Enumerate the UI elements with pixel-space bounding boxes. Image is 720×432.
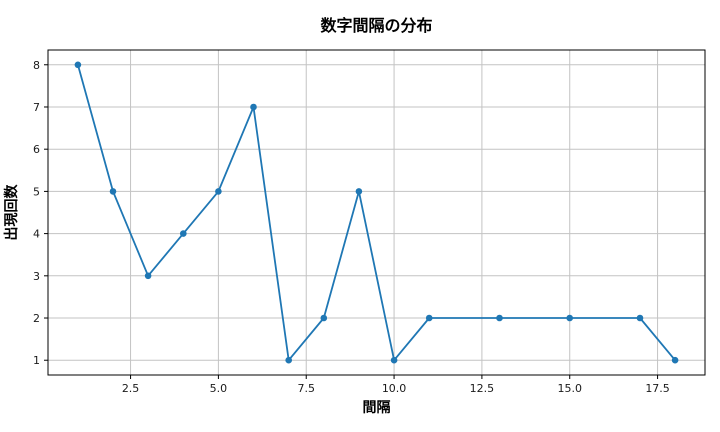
data-point: [390, 356, 398, 364]
y-tick-label: 3: [33, 270, 40, 283]
data-point: [215, 188, 222, 195]
data-point: [566, 314, 573, 322]
data-point: [496, 314, 503, 322]
grid-layer: [48, 50, 705, 375]
x-tick-label: 15.0: [557, 382, 582, 395]
data-point: [109, 188, 117, 195]
x-tick-label: 5.0: [210, 382, 228, 395]
data-series-layer: [74, 61, 679, 364]
axes-layer: [47, 49, 706, 376]
tick-layer: 2.5 5.0 7.5 10.0 12.5 15.0 17.5 1 2 3 4 5 6 7 8: [33, 59, 670, 395]
data-point: [144, 272, 152, 280]
x-tick-label: 12.5: [470, 382, 495, 395]
data-point: [285, 356, 293, 364]
y-tick-label: 8: [33, 59, 40, 72]
plot-border: [47, 49, 706, 376]
y-tick-label: 2: [33, 312, 40, 325]
chart-title: 数字間隔の分布: [320, 16, 432, 35]
data-point: [425, 314, 433, 322]
x-tick-label: 7.5: [297, 382, 315, 395]
data-point: [671, 356, 679, 364]
data-point: [355, 188, 363, 195]
data-point: [250, 103, 257, 111]
x-tick-label: 2.5: [122, 382, 140, 395]
y-tick-label: 7: [33, 101, 40, 114]
x-axis-label: 間隔: [363, 400, 391, 416]
data-point: [180, 230, 187, 237]
data-line: [77, 63, 676, 362]
y-tick-label: 1: [33, 354, 40, 367]
y-tick-label: 4: [33, 228, 40, 241]
y-axis-label: 出現回数: [3, 184, 20, 241]
data-point: [320, 314, 328, 322]
y-tick-label: 5: [33, 185, 40, 198]
x-tick-label: 10.0: [382, 382, 407, 395]
y-tick-label: 6: [33, 143, 40, 156]
data-point: [74, 61, 82, 69]
data-point: [636, 314, 644, 322]
x-tick-label: 17.5: [645, 382, 670, 395]
